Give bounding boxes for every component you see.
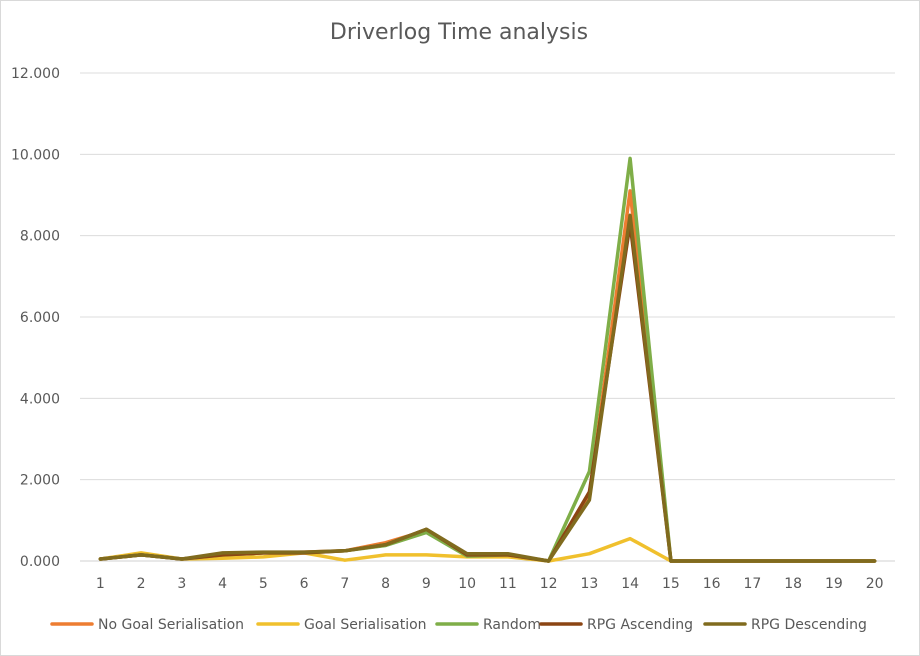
x-tick-label: 3 <box>177 576 186 592</box>
x-tick-label: 12 <box>540 576 558 592</box>
x-tick-label: 9 <box>422 576 431 592</box>
y-tick-label: 10.000 <box>11 147 60 163</box>
x-tick-label: 10 <box>458 576 476 592</box>
y-tick-label: 8.000 <box>20 229 60 245</box>
y-tick-label: 6.000 <box>20 310 60 326</box>
x-tick-label: 14 <box>621 576 639 592</box>
y-tick-label: 2.000 <box>20 473 60 489</box>
x-tick-label: 20 <box>866 576 884 592</box>
x-tick-label: 5 <box>259 576 268 592</box>
x-tick-label: 2 <box>137 576 146 592</box>
x-tick-label: 13 <box>580 576 598 592</box>
x-tick-label: 1 <box>96 576 105 592</box>
x-tick-label: 19 <box>825 576 843 592</box>
y-tick-label: 12.000 <box>11 66 60 82</box>
series-line-goal-serialisation <box>98 536 877 563</box>
legend-label: No Goal Serialisation <box>98 617 244 633</box>
chart-title: Driverlog Time analysis <box>330 20 588 45</box>
y-tick-label: 4.000 <box>20 391 60 407</box>
y-tick-label: 0.000 <box>20 554 60 570</box>
series-line-rpg-descending <box>98 213 877 563</box>
legend-label: RPG Ascending <box>587 617 693 633</box>
x-axis: 1 2 3 4 5 6 7 8 9 10 11 12 13 14 15 16 17 18 19 20 <box>96 576 884 592</box>
legend-label: Goal Serialisation <box>304 617 427 633</box>
legend-label: RPG Descending <box>751 617 867 633</box>
x-tick-label: 18 <box>784 576 802 592</box>
x-tick-label: 8 <box>381 576 390 592</box>
x-tick-label: 6 <box>300 576 309 592</box>
legend: No Goal Serialisation Goal Serialisation R… <box>50 617 867 633</box>
y-axis: 0.000 2.000 4.000 6.000 8.000 10.000 12.000 <box>11 66 60 570</box>
x-tick-label: 15 <box>662 576 680 592</box>
series-line-random <box>98 156 877 563</box>
series-line-rpg-ascending <box>98 221 877 563</box>
series-lines <box>98 156 877 563</box>
x-tick-label: 7 <box>340 576 349 592</box>
legend-label: Random <box>483 617 541 633</box>
series-line-no-goal-serialisation <box>98 189 877 563</box>
x-tick-label: 4 <box>218 576 227 592</box>
gridlines <box>80 72 895 562</box>
x-tick-label: 16 <box>703 576 721 592</box>
x-tick-label: 11 <box>499 576 517 592</box>
x-tick-label: 17 <box>743 576 761 592</box>
